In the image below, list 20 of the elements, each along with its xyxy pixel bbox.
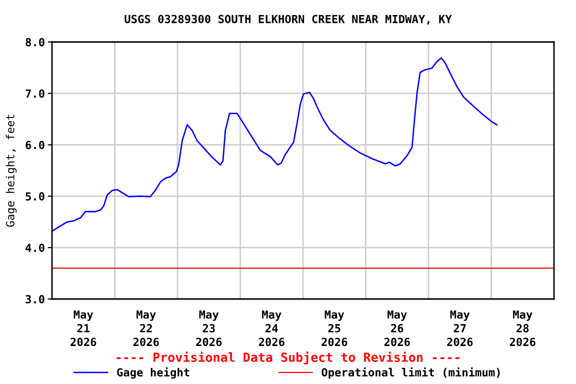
x-tick-label: May 28 2026	[510, 310, 536, 346]
chart-title: USGS 03289300 SOUTH ELKHORN CREEK NEAR MIDWAY, KY	[124, 14, 452, 25]
x-tick-label: May 26 2026	[384, 310, 410, 346]
x-tick-label: May 27 2026	[447, 310, 473, 346]
y-tick-label: 4.0	[26, 244, 44, 252]
x-tick-label: May 23 2026	[196, 310, 222, 346]
legend-label: Gage height	[117, 367, 190, 379]
line-series	[52, 57, 498, 232]
x-tick-label: May 24 2026	[258, 310, 284, 346]
y-tick-label: 7.0	[26, 89, 44, 98]
x-tick-label: May 25 2026	[322, 310, 348, 346]
x-tick-label: May 22 2026	[133, 310, 159, 346]
x-tick-label: May 21 2026	[70, 310, 96, 346]
y-axis-title: Gage height, feet	[6, 114, 17, 227]
text: ---- Provisional Data Subject to Revision ----	[116, 352, 460, 364]
legend-label: Operational limit (minimum)	[322, 367, 500, 379]
y-tick-label: 3.0	[26, 294, 44, 304]
y-tick-label: 6.0	[26, 140, 44, 150]
y-tick-label: 5.0	[26, 192, 44, 201]
y-tick-label: 8.0	[26, 38, 44, 46]
